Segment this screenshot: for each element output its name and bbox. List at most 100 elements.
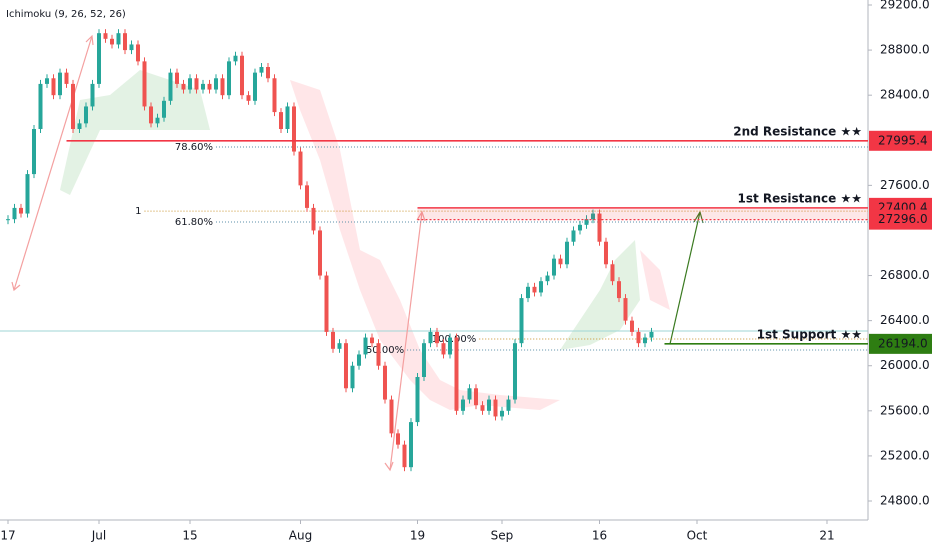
arrow [389,211,423,471]
candle [155,117,160,124]
candle [525,286,530,299]
candle [421,343,426,377]
arrowhead [85,34,94,46]
candle [181,83,186,90]
candle [395,433,400,445]
arrowhead [11,281,21,292]
level-name: 2nd Resistance ★★ [733,124,862,138]
cloud-green [60,70,210,195]
candle [545,275,550,282]
y-tick-label: 26000.0 [880,358,930,372]
cloud-green [560,240,640,350]
candle [96,33,101,84]
candle [441,343,446,355]
candle [376,343,381,366]
resistance-zone [417,207,868,220]
candle [116,33,121,45]
fib-label: 78.60% [175,142,213,153]
price-badge-label: 26194.0 [878,336,928,350]
candle [38,83,43,129]
candle [337,343,342,349]
candle [428,331,433,344]
candle [590,213,595,220]
y-tick-label: 25600.0 [880,403,930,417]
candle [467,388,472,400]
candle [330,331,335,349]
candle [90,83,95,107]
price-badge [869,209,932,230]
candle [194,78,199,90]
y-tick-label: 26400.0 [880,313,930,327]
candle [174,72,179,84]
candle [324,275,329,332]
candle [213,78,218,90]
candle [343,343,348,389]
y-tick-label: 29200.0 [880,0,930,12]
candle [571,230,576,242]
candle [473,388,478,406]
candle [142,61,147,107]
candle [304,185,309,208]
candle [129,44,134,51]
candle [389,399,394,434]
candle [31,129,36,175]
candle [265,67,270,79]
x-tick-label: Jul [91,529,106,543]
y-tick-label: 26800.0 [880,268,930,282]
candle [499,410,504,417]
x-tick-label: Aug [289,529,312,543]
y-tick-label: 25200.0 [880,448,930,462]
x-tick-label: Sep [491,529,514,543]
candle [532,286,537,293]
candle [356,354,361,366]
candle [415,377,420,423]
candle [246,95,251,101]
candle [538,281,543,293]
cloud [60,70,670,410]
candle [5,219,10,221]
candle [148,106,153,124]
candle [70,83,75,129]
candle [363,337,368,355]
candle [460,399,465,411]
candle [161,100,166,118]
candle [44,78,49,84]
indicator-label: Ichimoku (9, 26, 52, 26) [6,9,126,20]
arrowhead [416,210,426,222]
candle [649,331,654,338]
x-tick-label: 16 [592,529,607,543]
candle [506,399,511,411]
support-arrow [669,210,704,345]
candle [519,298,524,344]
candle [350,365,355,389]
candle [642,337,647,344]
fib-label: 100.00% [432,334,477,345]
x-tick-label: Oct [687,529,708,543]
y-tick-label: 28400.0 [880,88,930,102]
candle [51,78,56,96]
price-badge-label: 27995.4 [878,133,928,147]
candle [12,207,17,220]
arrow [669,211,701,345]
fib-label: 61.80% [175,217,213,228]
level-name: 1st Resistance ★★ [737,191,862,205]
candle [64,72,69,84]
candle [616,281,621,299]
candle [623,298,628,321]
candle [259,67,264,73]
candle [135,44,140,62]
price-badge [869,333,932,354]
cloud-red [640,250,670,310]
candle [551,258,556,276]
candle [83,106,88,124]
candle [298,151,303,186]
candle [168,72,173,101]
candle [369,337,374,344]
candle [226,61,231,96]
x-tick-label: 19 [410,529,425,543]
candle [187,78,192,90]
x-tick-label: 15 [182,529,197,543]
candle [207,83,212,90]
candle [382,365,387,400]
